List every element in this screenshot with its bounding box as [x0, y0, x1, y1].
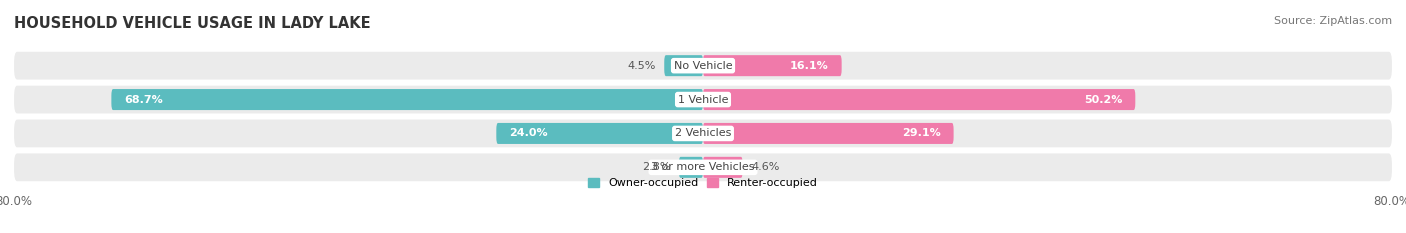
Text: 16.1%: 16.1% [790, 61, 828, 71]
FancyBboxPatch shape [14, 120, 1392, 147]
Text: 2 Vehicles: 2 Vehicles [675, 128, 731, 138]
FancyBboxPatch shape [111, 89, 703, 110]
Text: 29.1%: 29.1% [901, 128, 941, 138]
FancyBboxPatch shape [14, 154, 1392, 181]
FancyBboxPatch shape [664, 55, 703, 76]
FancyBboxPatch shape [703, 123, 953, 144]
Text: 1 Vehicle: 1 Vehicle [678, 95, 728, 105]
Text: 3 or more Vehicles: 3 or more Vehicles [651, 162, 755, 172]
Text: 4.5%: 4.5% [627, 61, 655, 71]
Legend: Owner-occupied, Renter-occupied: Owner-occupied, Renter-occupied [588, 178, 818, 188]
Text: HOUSEHOLD VEHICLE USAGE IN LADY LAKE: HOUSEHOLD VEHICLE USAGE IN LADY LAKE [14, 16, 371, 31]
FancyBboxPatch shape [14, 86, 1392, 113]
Text: 24.0%: 24.0% [509, 128, 548, 138]
FancyBboxPatch shape [496, 123, 703, 144]
Text: 2.8%: 2.8% [641, 162, 671, 172]
Text: 4.6%: 4.6% [751, 162, 779, 172]
FancyBboxPatch shape [703, 157, 742, 178]
FancyBboxPatch shape [703, 55, 842, 76]
Text: Source: ZipAtlas.com: Source: ZipAtlas.com [1274, 16, 1392, 26]
Text: 50.2%: 50.2% [1084, 95, 1122, 105]
Text: 68.7%: 68.7% [124, 95, 163, 105]
FancyBboxPatch shape [679, 157, 703, 178]
Text: No Vehicle: No Vehicle [673, 61, 733, 71]
FancyBboxPatch shape [14, 52, 1392, 79]
FancyBboxPatch shape [703, 89, 1135, 110]
